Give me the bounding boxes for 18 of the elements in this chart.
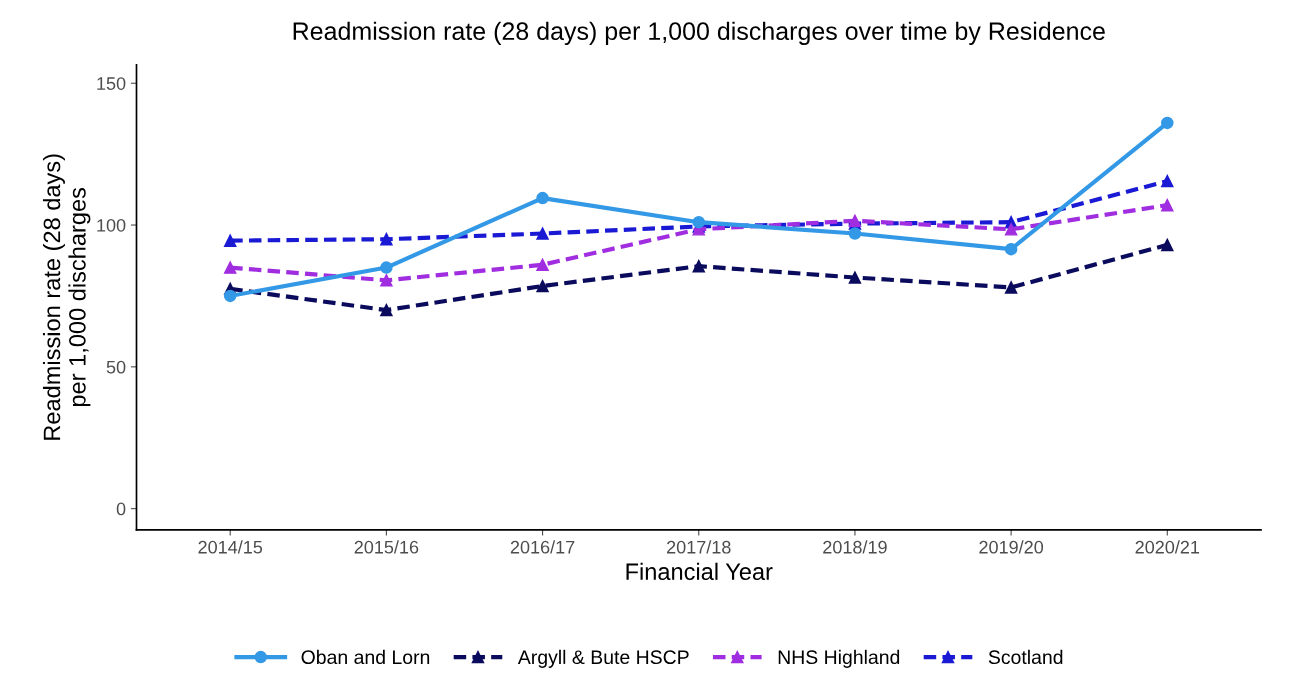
- x-tick-label: 2017/18: [667, 540, 731, 554]
- x-tick-label: 2015/16: [354, 540, 419, 554]
- y-tick-label: 0: [116, 502, 126, 516]
- y-axis-title: Readmission rate (28 days) per 1,000 discharges: [42, 154, 91, 440]
- x-tick-label: 2018/19: [823, 540, 887, 554]
- x-tick-label: 2019/20: [979, 540, 1044, 554]
- y-tick-label: 50: [106, 360, 126, 374]
- y-tick-label: 100: [97, 218, 126, 232]
- x-tick-label: 2016/17: [510, 540, 575, 554]
- legend-label: Scotland: [988, 649, 1063, 665]
- legend-label: Oban and Lorn: [301, 649, 430, 665]
- x-tick-label: 2014/15: [198, 540, 263, 554]
- legend-label: NHS Highland: [778, 649, 900, 668]
- y-tick-label: 150: [97, 77, 126, 90]
- legend-label: Argyll & Bute HSCP: [517, 649, 689, 668]
- x-axis-title: Financial Year: [626, 562, 773, 581]
- chart-title: Readmission rate (28 days) per 1,000 discharges over time by Residence: [293, 21, 1105, 45]
- x-tick-label: 2020/21: [1135, 540, 1200, 554]
